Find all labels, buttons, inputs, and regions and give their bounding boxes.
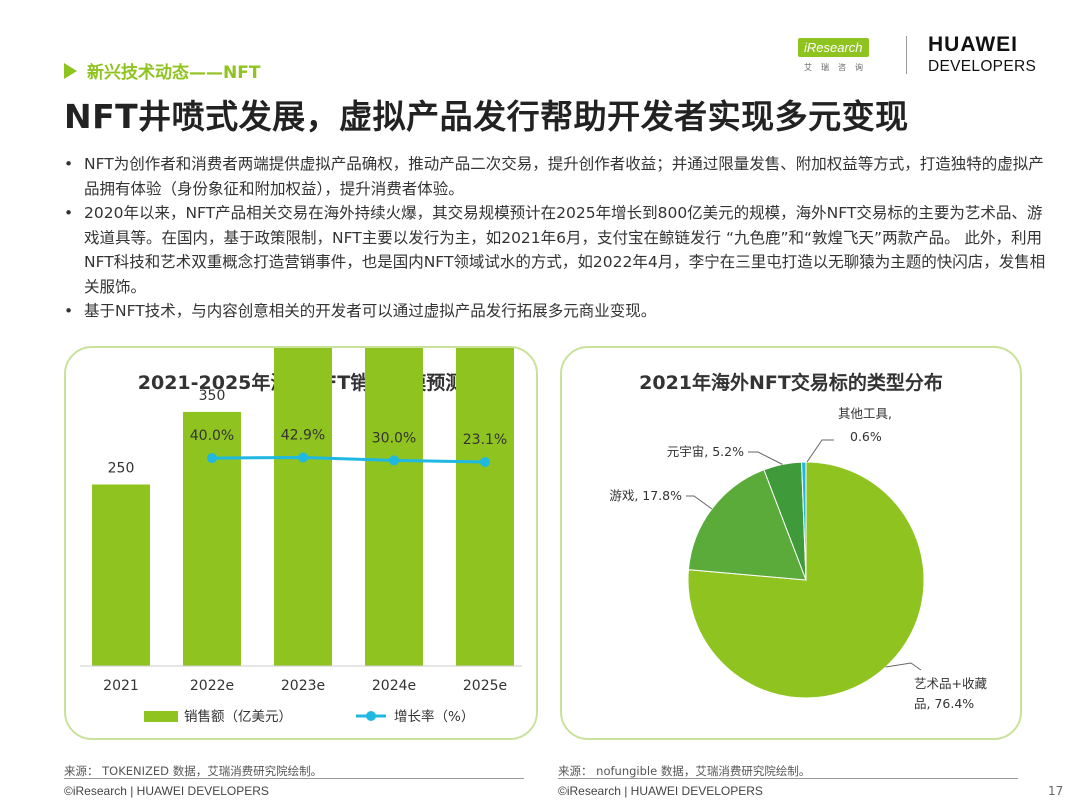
source-right-divider xyxy=(558,778,1018,779)
pie-label-line: 其他工具, xyxy=(838,406,892,421)
growth-rate-point xyxy=(207,453,217,464)
bar-value-label: 250 xyxy=(108,461,135,477)
legend-line-marker xyxy=(366,711,376,721)
huawei-logo-line1: HUAWEI xyxy=(928,33,1018,56)
x-tick-label: 2023e xyxy=(281,678,325,694)
iresearch-logo-text: iResearch xyxy=(798,38,869,57)
bullet-text: NFT为创作者和消费者两端提供虚拟产品确权，推动产品二次交易，提升创作者收益；并… xyxy=(84,155,1044,198)
growth-rate-label: 23.1% xyxy=(463,432,507,448)
pie-chart-title: 2021年海外NFT交易标的类型分布 xyxy=(639,372,943,394)
logo-divider xyxy=(906,36,907,74)
bar-value-label: 350 xyxy=(199,388,226,404)
bullet-text: 基于NFT技术，与内容创意相关的开发者可以通过虚拟产品发行拓展多元商业变现。 xyxy=(84,302,657,320)
pie-leader-line xyxy=(748,451,783,465)
bar-2025e xyxy=(456,348,514,666)
pie-label-line: 品, 76.4% xyxy=(914,696,974,711)
bullet-dot: • xyxy=(64,302,74,320)
bar-2023e xyxy=(274,348,332,666)
pie-leader-line xyxy=(885,662,922,671)
pie-chart: 艺术品+收藏品, 76.4% 游戏, 17.8% 元宇宙, 5.2% 其他工具, 0.6… xyxy=(609,406,987,711)
pie-label: 游戏, 17.8% xyxy=(609,488,682,503)
pie-leader-line xyxy=(686,495,713,510)
section-label: 新兴技术动态——NFT xyxy=(87,63,261,83)
x-tick-label: 2021 xyxy=(103,678,139,694)
growth-rate-point xyxy=(480,457,490,467)
growth-rate-point xyxy=(389,455,399,466)
bullet-item: • 基于NFT技术，与内容创意相关的开发者可以通过虚拟产品发行拓展多元商业变现。 xyxy=(62,299,1052,324)
pie-label-line: 艺术品+收藏 xyxy=(914,676,987,691)
bar-chart: 25020213502022e5002023e6502024e8002025e4… xyxy=(80,348,522,725)
growth-rate-line xyxy=(211,455,486,464)
pie-leader-line xyxy=(806,439,834,463)
source-left: 来源： TOKENIZED 数据，艾瑞消费研究院绘制。 xyxy=(64,764,323,778)
source-right: 来源： nofungible 数据，艾瑞消费研究院绘制。 xyxy=(558,764,811,778)
bullet-text: 2020年以来，NFT产品相关交易在海外持续火爆，其交易规模预计在2025年增长… xyxy=(84,204,1046,296)
x-tick-label: 2025e xyxy=(463,678,507,694)
bullet-dot: • xyxy=(64,204,74,222)
bar-2022e xyxy=(183,411,241,666)
legend-bar-label: 销售额（亿美元） xyxy=(184,709,292,725)
pie-slice-1 xyxy=(687,469,807,581)
iresearch-logo-subtext: 艾瑞咨询 xyxy=(804,63,872,72)
huawei-logo-line2: DEVELOPERS xyxy=(928,58,1037,75)
section-tag: 新兴技术动态——NFT xyxy=(64,58,260,83)
footer-left: ©iResearch | HUAWEI DEVELOPERS xyxy=(64,784,269,798)
pie-slice-3 xyxy=(801,461,807,581)
bar-chart-panel: 2021-2025年海外NFT销售规模预测 25020213502022e500… xyxy=(64,346,538,740)
growth-rate-label: 40.0% xyxy=(190,428,234,444)
source-left-divider xyxy=(64,778,524,779)
bar-2021 xyxy=(92,484,150,666)
huawei-developers-logo: HUAWEI DEVELOPERS xyxy=(928,34,1036,75)
page-title: NFT井喷式发展，虚拟产品发行帮助开发者实现多元变现 xyxy=(64,97,909,136)
bullet-item: • 2020年以来，NFT产品相关交易在海外持续火爆，其交易规模预计在2025年… xyxy=(62,201,1052,299)
footer-right: ©iResearch | HUAWEI DEVELOPERS xyxy=(558,784,763,798)
pie-chart-panel: 2021年海外NFT交易标的类型分布 艺术品+收藏 品, 76.4% 游戏, 17.… xyxy=(560,346,1022,740)
pie-label-line: 0.6% xyxy=(850,429,882,444)
x-tick-label: 2024e xyxy=(372,678,416,694)
bullet-dot: • xyxy=(64,155,74,173)
pie-slice-0 xyxy=(687,461,925,699)
growth-rate-label: 42.9% xyxy=(281,427,325,443)
bar-2024e xyxy=(365,348,423,666)
play-triangle-icon xyxy=(64,62,77,79)
pie-label: 元宇宙, 5.2% xyxy=(667,444,744,459)
growth-rate-point xyxy=(298,452,308,463)
growth-rate-label: 30.0% xyxy=(372,430,416,446)
bullet-item: • NFT为创作者和消费者两端提供虚拟产品确权，推动产品二次交易，提升创作者收益… xyxy=(62,152,1052,201)
bullet-list: • NFT为创作者和消费者两端提供虚拟产品确权，推动产品二次交易，提升创作者收益… xyxy=(62,152,1052,324)
iresearch-logo: iResearch 艾瑞咨询 xyxy=(798,36,886,76)
legend-line-label: 增长率（%） xyxy=(394,708,474,725)
page-number: 17 xyxy=(1048,784,1064,798)
x-tick-label: 2022e xyxy=(190,678,234,694)
legend-bar-swatch xyxy=(144,711,178,722)
